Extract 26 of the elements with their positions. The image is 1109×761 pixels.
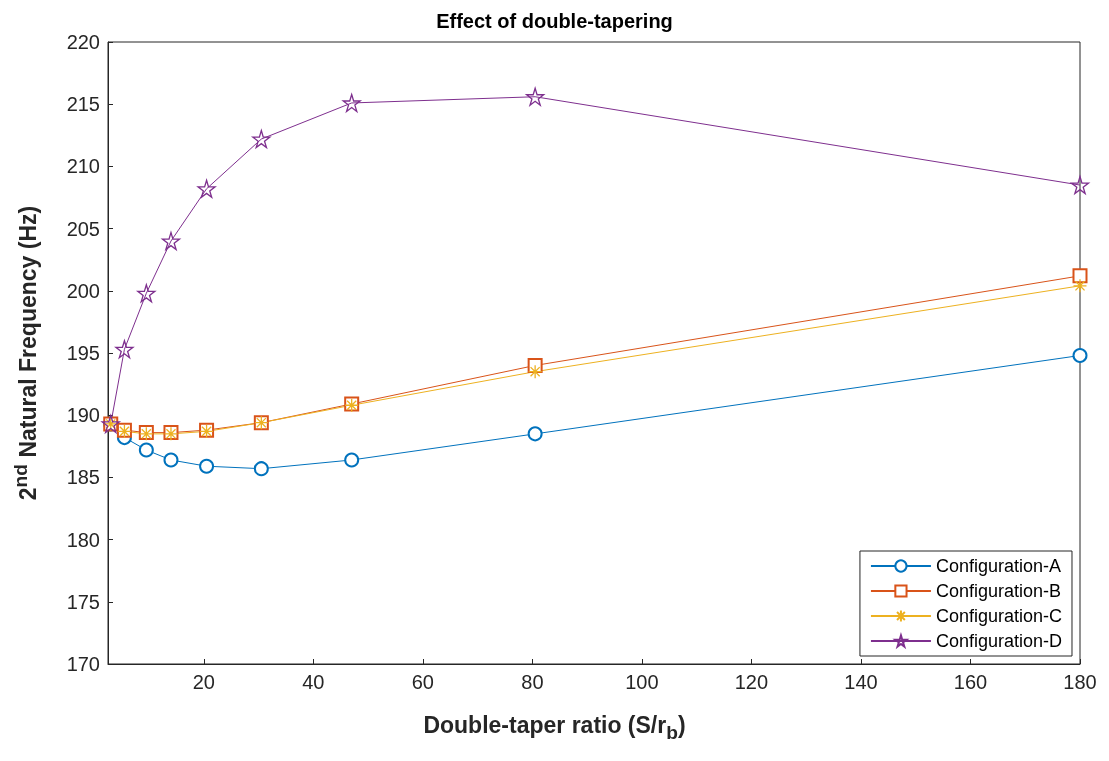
y-tick-label: 205 <box>66 217 100 240</box>
x-tick-label: 180 <box>1063 671 1097 693</box>
legend-label: Configuration-D <box>935 631 1062 651</box>
x-tick-label: 120 <box>734 671 769 693</box>
x-tick-label: 100 <box>625 671 659 693</box>
legend-label: Configuration-C <box>935 606 1062 626</box>
y-tick-label: 200 <box>66 279 100 302</box>
y-tick-label: 170 <box>66 653 100 675</box>
y-tick-label: 190 <box>66 404 100 427</box>
legend-label: Configuration-A <box>935 556 1062 576</box>
y-tick-label: 195 <box>66 342 100 364</box>
x-tick-label: 20 <box>192 671 215 693</box>
y-tick-label: 215 <box>66 93 100 116</box>
x-tick-label: 40 <box>302 671 325 693</box>
y-tick-label: 220 <box>66 31 100 53</box>
x-tick-label: 140 <box>844 671 878 693</box>
x-axis-title: Double-taper ratio (S/r$_{b}$) <box>422 712 687 744</box>
x-tick-label: 80 <box>521 671 544 693</box>
y-tick-label: 185 <box>66 466 100 489</box>
y-tick-label: 175 <box>66 590 100 613</box>
y-tick-label: 210 <box>66 155 100 178</box>
legend-label: Configuration-B <box>935 581 1062 601</box>
x-tick-label: 160 <box>953 671 988 693</box>
y-tick-label: 180 <box>66 528 100 551</box>
chart-title: Effect of double-tapering <box>436 10 673 32</box>
x-tick-label: 60 <box>411 671 434 693</box>
